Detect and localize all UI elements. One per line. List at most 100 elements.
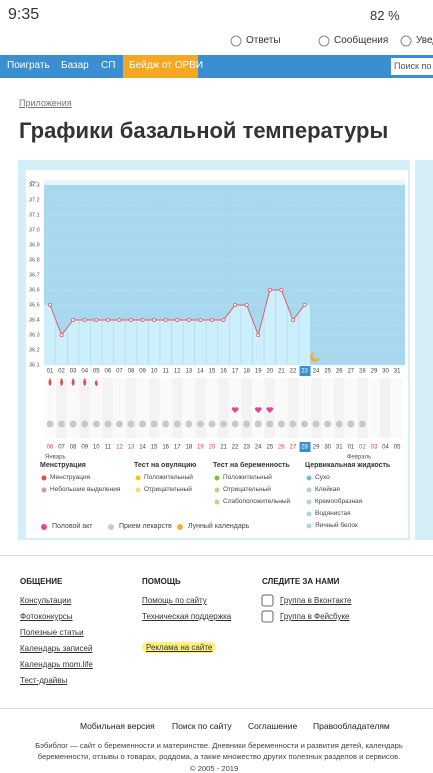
footer-link[interactable]: Полезные статьи — [20, 628, 84, 637]
bottom-day: 19 — [197, 445, 204, 451]
header-link[interactable]: Ответы — [246, 35, 281, 46]
bottom-link[interactable]: Соглашение — [248, 721, 298, 731]
pill — [92, 420, 100, 428]
legend-icon — [135, 487, 141, 493]
moon — [310, 352, 321, 362]
bottom-day: 16 — [162, 445, 169, 451]
row-bg — [391, 378, 403, 438]
row-bg — [160, 378, 172, 438]
x-tick-label: 15 — [209, 369, 216, 375]
point — [302, 302, 307, 307]
pill — [150, 420, 158, 428]
x-tick-label: 22 — [290, 369, 297, 375]
point — [163, 317, 168, 322]
plot-top — [44, 180, 405, 185]
header-link[interactable]: Уведо — [416, 35, 433, 46]
x-tick-label: 14 — [197, 369, 204, 375]
legend-item: Отрицательный — [223, 486, 271, 493]
row-bg — [113, 378, 125, 438]
pill — [162, 420, 170, 428]
pill — [58, 420, 66, 428]
header-link[interactable]: Сообщения — [334, 35, 389, 46]
pill — [173, 420, 181, 428]
row-bg — [67, 378, 79, 438]
footer-link[interactable]: Реклама на сайте — [142, 642, 217, 653]
footer-link[interactable]: Помощь по сайту — [142, 596, 207, 605]
legend-item: Положительный — [144, 474, 193, 481]
bottom-day: 07 — [58, 445, 65, 451]
footer-title: ОБЩЕНИЕ — [20, 577, 63, 586]
breadcrumb[interactable]: Приложения — [19, 98, 72, 108]
divider — [0, 555, 433, 556]
legend-icon — [135, 475, 141, 481]
x-tick-label: 02 — [58, 369, 65, 375]
bottom-day: 23 — [243, 445, 250, 451]
bottom-day: 11 — [105, 445, 112, 451]
pill — [46, 420, 54, 428]
bottom-link[interactable]: Поиск по сайту — [172, 721, 232, 731]
nav-item[interactable]: СП — [101, 60, 116, 71]
y-tick-label: 36.5 — [29, 302, 40, 308]
footer-link[interactable]: Фотоконкурсы — [20, 612, 73, 621]
pill — [69, 420, 77, 428]
footer-link[interactable]: Календарь mom.life — [20, 660, 93, 669]
y-tick-label: 37.2 — [29, 197, 40, 203]
row-bg — [183, 378, 195, 438]
legend-extra: Половой акт — [52, 523, 93, 530]
footer-link[interactable]: Консультации — [20, 596, 72, 605]
legend-item: Кремообразная — [315, 498, 363, 505]
legend-icon — [306, 475, 312, 481]
nav-item[interactable]: Базар — [61, 60, 89, 71]
footer-title: СЛЕДИТЕ ЗА НАМИ — [262, 577, 340, 586]
legend-icon — [214, 475, 220, 481]
footer-link[interactable]: Группа в Фейсбуке — [280, 612, 350, 621]
legend-icon — [214, 487, 220, 493]
pill — [81, 420, 89, 428]
bottom-link[interactable]: Правообладателям — [313, 721, 390, 731]
point — [209, 317, 214, 322]
pill — [104, 420, 112, 428]
pill — [139, 420, 147, 428]
legend-item: Сухо — [315, 474, 330, 481]
x-tick-label: 21 — [278, 369, 285, 375]
nav-item[interactable]: Поиграть — [7, 60, 50, 71]
x-tick-label: 25 — [324, 369, 331, 375]
footer-link[interactable]: Группа в Вконтакте — [280, 596, 352, 605]
row-bg — [171, 378, 183, 438]
bottom-day: 30 — [324, 445, 331, 451]
bottom-day: 15 — [151, 445, 158, 451]
point — [140, 317, 145, 322]
legend-icon — [306, 499, 312, 505]
row-bg — [90, 378, 102, 438]
row-bg — [125, 378, 137, 438]
footer-link[interactable]: Календарь записей — [20, 644, 93, 653]
pill — [289, 420, 297, 428]
row-bg — [345, 378, 357, 438]
x-tick-label: 20 — [266, 369, 273, 375]
nav-badge[interactable]: Бейдж от ОРВИ — [129, 60, 204, 71]
search-box[interactable] — [391, 58, 433, 75]
row-bg — [310, 378, 322, 438]
x-tick-label: 09 — [139, 369, 146, 375]
row-bg — [44, 378, 56, 438]
legend-item: Отрицательный — [144, 486, 192, 493]
bottom-day: 26 — [278, 445, 285, 451]
y-tick-label: 36.3 — [29, 332, 40, 338]
copyright: © 2005 - 2019 — [190, 764, 239, 773]
drop — [71, 378, 75, 386]
bottom-day: 06 — [47, 445, 54, 451]
bottom-link[interactable]: Мобильная версия — [80, 721, 155, 731]
drop — [83, 378, 87, 386]
bottom-day: 21 — [220, 445, 227, 451]
point — [71, 317, 76, 322]
footer-link[interactable]: Тест-драйвы — [20, 676, 68, 685]
pill — [231, 420, 239, 428]
legend-item: Слабоположительный — [223, 498, 291, 505]
footer-link[interactable]: Техническая поддержка — [142, 612, 232, 621]
legend-item: Водянистая — [315, 510, 351, 517]
point — [105, 317, 110, 322]
header-icon — [230, 35, 242, 47]
legend-icon — [41, 475, 47, 481]
heart — [254, 407, 262, 413]
bottom-day: 10 — [93, 445, 100, 451]
